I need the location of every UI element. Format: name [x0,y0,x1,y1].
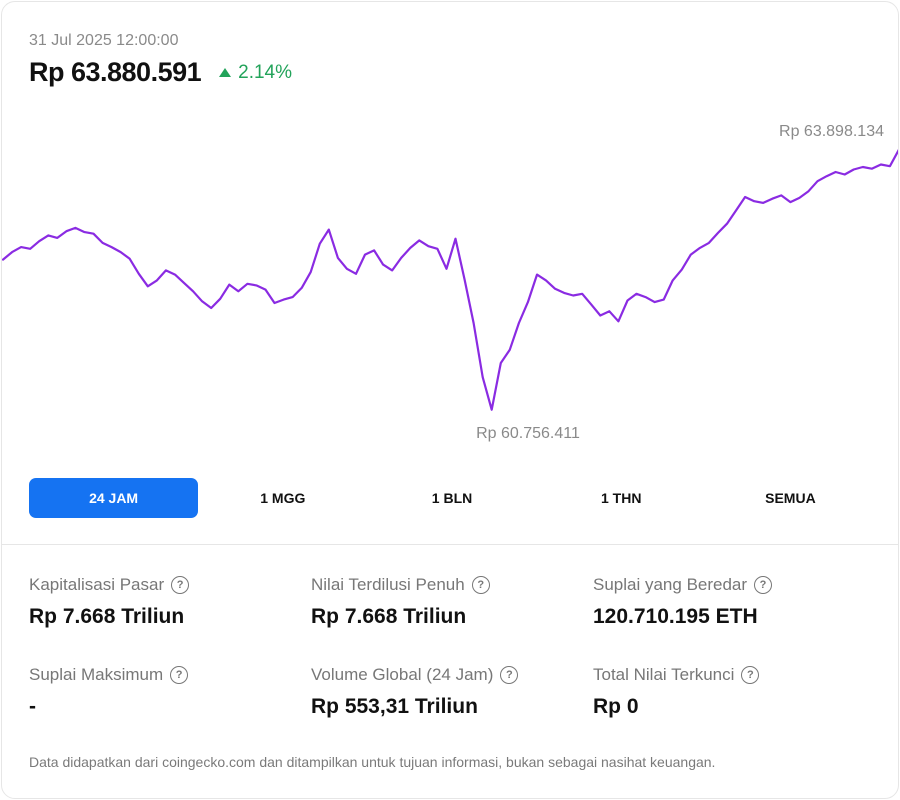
low-price-label: Rp 60.756.411 [476,425,580,442]
tab-1-mgg[interactable]: 1 MGG [260,490,306,506]
stat-value: - [29,695,36,718]
current-price: Rp 63.880.591 [29,57,202,87]
stat-market-cap: Kapitalisasi Pasar ? Rp 7.668 Triliun [29,575,309,629]
question-circle-icon[interactable]: ? [170,666,189,684]
time-range-tabs: 24 JAM 1 MGG 1 BLN 1 THN SEMUA [29,478,875,518]
divider [2,544,898,545]
price-row: Rp 63.880.591 2.14% [29,57,292,88]
stat-value: Rp 0 [593,695,639,718]
stat-fully-diluted-value: Nilai Terdilusi Penuh ? Rp 7.668 Triliun [311,575,591,629]
stat-value: Rp 7.668 Triliun [311,605,467,628]
question-circle-icon[interactable]: ? [500,666,519,684]
stat-value: Rp 7.668 Triliun [29,605,185,628]
stat-label: Kapitalisasi Pasar [29,575,165,594]
stat-label: Total Nilai Terkunci [593,665,735,684]
stat-label: Nilai Terdilusi Penuh [311,575,465,594]
tab-semua[interactable]: SEMUA [765,490,816,506]
question-circle-icon[interactable]: ? [171,576,190,594]
stat-circulating-supply: Suplai yang Beredar ? 120.710.195 ETH [593,575,873,629]
high-price-label: Rp 63.898.134 [779,123,884,140]
stat-label: Volume Global (24 Jam) [311,665,494,684]
stat-label: Suplai yang Beredar [593,575,748,594]
price-change: 2.14% [219,62,292,84]
tab-1-bln[interactable]: 1 BLN [431,490,473,506]
stat-global-volume: Volume Global (24 Jam) ? Rp 553,31 Trili… [311,665,591,719]
question-circle-icon[interactable]: ? [741,666,760,684]
stat-max-supply: Suplai Maksimum ? - [29,665,309,719]
timestamp: 31 Jul 2025 12:00:00 [29,32,179,49]
question-circle-icon[interactable]: ? [754,576,773,594]
tab-1-thn[interactable]: 1 THN [600,490,642,506]
stat-value: 120.710.195 ETH [593,605,758,628]
price-change-value: 2.14% [238,61,292,83]
triangle-up-icon [219,68,232,77]
stat-total-value-locked: Total Nilai Terkunci ? Rp 0 [593,665,873,719]
question-circle-icon[interactable]: ? [471,576,490,594]
stat-label: Suplai Maksimum [29,665,164,684]
stat-value: Rp 553,31 Triliun [311,695,478,718]
tab-24-jam[interactable]: 24 JAM [29,478,199,518]
disclaimer: Data didapatkan dari coingecko.com dan d… [29,754,716,770]
price-chart[interactable]: Rp 63.898.134 Rp 60.756.411 [2,102,899,462]
price-line [2,149,898,411]
